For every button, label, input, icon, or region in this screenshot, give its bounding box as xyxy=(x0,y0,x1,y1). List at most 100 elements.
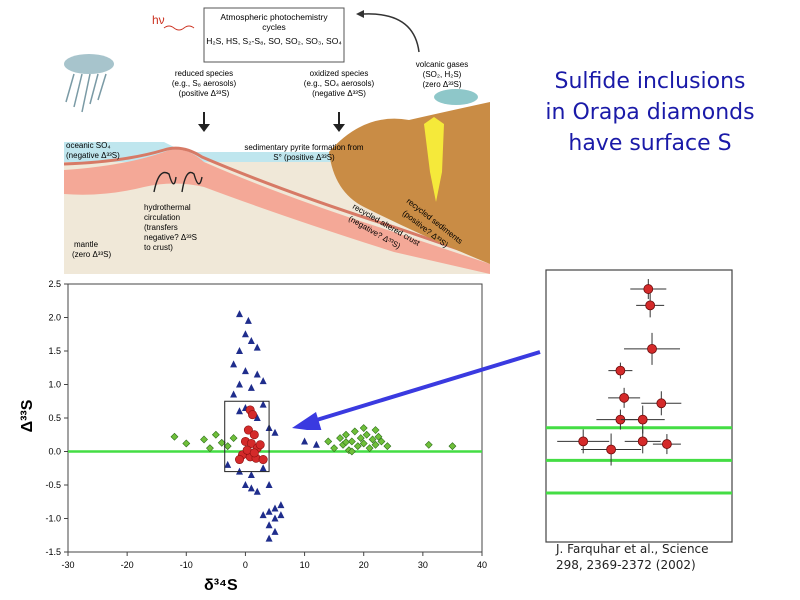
continent xyxy=(329,102,490,264)
triangle-point xyxy=(241,367,249,375)
y-tick-label: -0.5 xyxy=(45,480,61,490)
y-tick-label: 2.5 xyxy=(48,279,61,289)
triangle-point xyxy=(265,507,273,515)
mantle-label-1: mantle xyxy=(74,240,99,249)
diamond-point xyxy=(383,442,392,451)
rain-cloud xyxy=(64,54,114,74)
diamond-point xyxy=(206,444,214,453)
volcanic-cloud xyxy=(434,89,478,105)
photon-arrow xyxy=(163,25,195,31)
circle-point xyxy=(249,448,259,458)
inset-circle-point xyxy=(637,436,648,447)
triangle-point xyxy=(224,460,232,468)
triangle-point xyxy=(253,370,261,378)
x-tick-label: 30 xyxy=(418,560,428,570)
inset-circle-point xyxy=(643,284,654,294)
hydro-label-1: hydrothermal xyxy=(144,203,191,212)
diamond-point xyxy=(324,437,333,446)
oxidized-label-2: (e.g., SO₄ aerosols) xyxy=(304,79,375,88)
x-tick-label: -20 xyxy=(121,560,134,570)
diamond-point xyxy=(371,440,380,449)
y-tick-label: -1.0 xyxy=(45,514,61,524)
triangle-point xyxy=(230,390,238,398)
x-tick-label: 10 xyxy=(300,560,310,570)
triangle-point xyxy=(271,504,279,512)
triangle-point xyxy=(259,511,267,519)
main-scatter-chart: -30 -20 -10 0 10 20 30 40 2.5 2.0 1.5 1.0 0.5 0.0 -0.5… xyxy=(19,279,487,594)
y-tick-label: 1.0 xyxy=(48,380,61,390)
triangle-point xyxy=(277,511,285,519)
triangle-point xyxy=(236,347,244,354)
circle-point xyxy=(248,410,258,420)
callout-arrow xyxy=(292,350,541,430)
diamond-point xyxy=(211,430,220,439)
triangle-point xyxy=(277,501,285,509)
sulfur-cycle-diagram: Atmospheric photochemistry cycles H₂S, H… xyxy=(64,2,490,274)
magma-conduit xyxy=(424,117,444,202)
main-ylabel: Δ³³S xyxy=(19,399,36,432)
hydro-label-4: negative? Δ³³S xyxy=(144,233,197,242)
diamond-point xyxy=(336,434,344,443)
circle-point xyxy=(249,430,259,440)
pyrite-label-2: S° (positive Δ³³S) xyxy=(273,153,335,162)
triangle-point xyxy=(253,414,261,421)
inset-frame xyxy=(545,269,733,543)
hv-label: hν xyxy=(152,13,165,27)
diamond-point xyxy=(353,442,362,451)
circle-point xyxy=(235,455,245,465)
diamond-point xyxy=(342,438,350,447)
triangle-point xyxy=(247,470,255,478)
diamond-point xyxy=(350,427,359,436)
diamond-point xyxy=(347,447,356,456)
triangle-point xyxy=(271,527,279,535)
diamond-point xyxy=(347,437,356,446)
citation: J. Farquhar et al., Science 298, 2369-23… xyxy=(556,542,709,572)
triangle-point xyxy=(230,360,238,368)
triangle-point xyxy=(259,377,267,385)
diamond-point xyxy=(217,438,226,447)
reduced-label-1: reduced species xyxy=(175,69,233,78)
triangle-point xyxy=(241,481,249,488)
x-tick-label: 0 xyxy=(243,560,248,570)
x-tick-label: -10 xyxy=(180,560,193,570)
hydro-label-5: to crust) xyxy=(144,243,173,252)
triangle-point xyxy=(247,383,255,391)
diamond-point xyxy=(371,426,380,434)
reduced-label-3: (positive Δ³³S) xyxy=(179,89,230,98)
circle-point xyxy=(258,455,268,465)
hydro-label-3: (transfers xyxy=(144,223,178,232)
triangle-point xyxy=(271,428,279,436)
inset-circle-point xyxy=(645,300,656,311)
diamond-point xyxy=(229,434,238,443)
circle-point xyxy=(255,440,265,450)
diamond-point xyxy=(359,439,368,448)
y-tick-label: -1.5 xyxy=(45,547,61,557)
triangle-point xyxy=(259,400,267,408)
box-species: H₂S, HS, S₂-S₈, SO, SO₂, SO₃, SO₄ xyxy=(206,36,342,46)
diamond-point xyxy=(223,442,232,451)
diamond-point xyxy=(377,437,386,446)
diamond-point xyxy=(374,432,383,441)
diamond-point xyxy=(182,439,191,448)
return-arrow xyxy=(363,13,420,53)
diamond-point xyxy=(424,440,433,449)
triangle-point xyxy=(247,336,255,344)
triangle-point xyxy=(312,440,320,448)
oxidized-label-3: (negative Δ³³S) xyxy=(312,89,366,98)
box-title-2: cycles xyxy=(262,22,286,32)
diamond-point xyxy=(170,432,179,441)
diamond-point xyxy=(359,424,368,432)
triangle-point xyxy=(271,514,279,522)
y-tick-label: 0.0 xyxy=(48,447,61,457)
deposition-arrows xyxy=(198,112,345,132)
x-tick-label: 20 xyxy=(359,560,369,570)
inset-circle-point xyxy=(619,392,630,403)
rain-streaks xyxy=(65,73,107,113)
y-tick-label: 1.5 xyxy=(48,346,61,356)
inset-highlight-box xyxy=(224,400,270,473)
triangle-point xyxy=(265,521,273,529)
box-title-1: Atmospheric photochemistry xyxy=(220,12,328,22)
diamond-point xyxy=(330,444,339,453)
circle-point xyxy=(246,438,256,448)
triangle-point xyxy=(236,310,244,318)
